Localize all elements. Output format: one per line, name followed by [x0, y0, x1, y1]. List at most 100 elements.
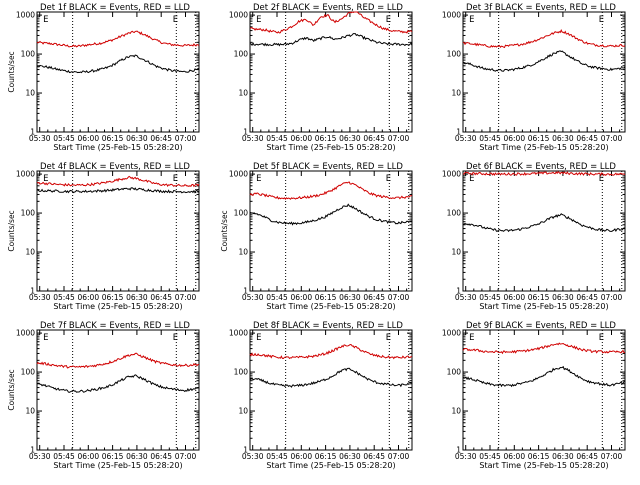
- plot-frame: [462, 170, 626, 292]
- series-line-events: [462, 365, 626, 388]
- plot-frame: [249, 170, 413, 292]
- y-tick-label: 1: [456, 446, 461, 455]
- x-tick-label: 05:45: [53, 134, 75, 143]
- x-axis-label: Start Time (25-Feb-15 05:28:20): [53, 143, 182, 152]
- x-tick-label: 06:30: [339, 452, 361, 461]
- y-tick-label: 1: [30, 287, 35, 296]
- y-tick-label: 10: [25, 89, 35, 98]
- y-tick-label: 10: [451, 407, 461, 416]
- x-tick-label: 06:15: [528, 293, 550, 302]
- x-tick-label: 07:00: [388, 293, 410, 302]
- x-tick-label: 06:00: [503, 452, 525, 461]
- x-tick-label: 07:00: [175, 293, 197, 302]
- plot-frame: [249, 11, 413, 133]
- chart-panel-5: Det 5f BLACK = Events, RED = LLD 1 10 100 10…: [220, 162, 413, 311]
- series-line-lld: [249, 181, 413, 200]
- y-tick-label: 100: [234, 209, 249, 218]
- x-tick-label: 06:45: [150, 293, 172, 302]
- chart-panel-6: Det 6f BLACK = Events, RED = LLD 1 10 100 10…: [442, 162, 626, 311]
- series-line-lld: [36, 30, 200, 48]
- x-tick-label: 06:00: [290, 452, 312, 461]
- event-marker-label: E: [386, 333, 391, 343]
- x-tick-label: 05:45: [479, 452, 501, 461]
- x-axis-label: Start Time (25-Feb-15 05:28:20): [479, 461, 608, 470]
- x-tick-label: 06:45: [150, 452, 172, 461]
- y-axis-label: Counts/sec: [7, 369, 16, 410]
- series-line-events: [462, 50, 626, 72]
- chart-title: Det 5f BLACK = Events, RED = LLD: [253, 162, 403, 172]
- x-axis-label: Start Time (25-Feb-15 05:28:20): [53, 461, 182, 470]
- series-line-events: [36, 187, 200, 194]
- x-tick-label: 05:30: [29, 293, 51, 302]
- series-line-lld: [36, 175, 200, 188]
- x-tick-label: 06:30: [552, 452, 574, 461]
- y-tick-label: 100: [447, 368, 462, 377]
- x-tick-label: 05:30: [455, 293, 477, 302]
- event-marker-label: E: [599, 15, 604, 25]
- plot-frame: [36, 170, 200, 292]
- plot-frame: [462, 329, 626, 451]
- event-marker-label: E: [43, 174, 48, 184]
- x-tick-label: 05:30: [29, 134, 51, 143]
- chart-title: Det 7f BLACK = Events, RED = LLD: [40, 321, 190, 331]
- y-tick-label: 100: [447, 50, 462, 59]
- y-tick-label: 1: [30, 446, 35, 455]
- x-tick-label: 06:00: [290, 293, 312, 302]
- x-tick-label: 06:45: [363, 134, 385, 143]
- x-axis-label: Start Time (25-Feb-15 05:28:20): [266, 143, 395, 152]
- event-marker-label: E: [599, 333, 604, 343]
- y-tick-label: 1000: [16, 11, 35, 20]
- event-marker-label: E: [469, 15, 474, 25]
- x-tick-label: 06:45: [576, 293, 598, 302]
- y-tick-label: 1000: [229, 170, 248, 179]
- x-tick-label: 05:30: [455, 134, 477, 143]
- x-axis-label: Start Time (25-Feb-15 05:28:20): [479, 302, 608, 311]
- x-tick-label: 07:00: [175, 134, 197, 143]
- x-axis-label: Start Time (25-Feb-15 05:28:20): [479, 143, 608, 152]
- chart-panel-9: Det 9f BLACK = Events, RED = LLD 1 10 100 10…: [442, 321, 626, 470]
- chart-panel-8: Det 8f BLACK = Events, RED = LLD 1 10 100 10…: [229, 321, 413, 470]
- x-tick-label: 05:45: [53, 452, 75, 461]
- chart-title: Det 4f BLACK = Events, RED = LLD: [40, 162, 190, 172]
- series-line-events: [36, 54, 200, 74]
- y-tick-label: 1000: [16, 329, 35, 338]
- event-marker-label: E: [256, 174, 261, 184]
- y-tick-label: 1000: [229, 11, 248, 20]
- y-tick-label: 100: [234, 368, 249, 377]
- x-tick-label: 06:30: [339, 293, 361, 302]
- x-tick-label: 06:30: [126, 134, 148, 143]
- y-tick-label: 1: [456, 128, 461, 137]
- chart-panel-3: Det 3f BLACK = Events, RED = LLD 1 10 100 10…: [442, 3, 626, 152]
- y-tick-label: 1000: [442, 11, 461, 20]
- y-tick-label: 1: [243, 446, 248, 455]
- y-tick-label: 1: [456, 287, 461, 296]
- x-tick-label: 05:30: [455, 452, 477, 461]
- chart-panel-7: Det 7f BLACK = Events, RED = LLD 1 10 100 10…: [7, 321, 200, 470]
- event-marker-label: E: [599, 174, 604, 184]
- x-tick-label: 05:30: [29, 452, 51, 461]
- y-tick-label: 1000: [229, 329, 248, 338]
- x-axis-label: Start Time (25-Feb-15 05:28:20): [266, 302, 395, 311]
- x-tick-label: 05:45: [53, 293, 75, 302]
- series-line-events: [249, 367, 413, 388]
- chart-panel-1: Det 1f BLACK = Events, RED = LLD 1 10 100 10…: [7, 3, 200, 152]
- y-axis-label: Counts/sec: [7, 51, 16, 92]
- y-tick-label: 100: [21, 50, 36, 59]
- y-tick-label: 100: [21, 209, 36, 218]
- event-marker-label: E: [43, 333, 48, 343]
- series-line-lld: [462, 28, 626, 49]
- event-marker-label: E: [469, 333, 474, 343]
- x-tick-label: 06:15: [315, 134, 337, 143]
- x-axis-label: Start Time (25-Feb-15 05:28:20): [266, 461, 395, 470]
- x-tick-label: 05:45: [266, 293, 288, 302]
- y-tick-label: 100: [447, 209, 462, 218]
- y-tick-label: 100: [21, 368, 36, 377]
- series-line-events: [249, 33, 413, 47]
- x-tick-label: 06:00: [77, 134, 99, 143]
- x-tick-label: 06:00: [290, 134, 312, 143]
- chart-panel-4: Det 4f BLACK = Events, RED = LLD 1 10 100 10…: [7, 162, 200, 311]
- x-axis-label: Start Time (25-Feb-15 05:28:20): [53, 302, 182, 311]
- x-tick-label: 06:15: [102, 293, 124, 302]
- x-tick-label: 06:45: [576, 452, 598, 461]
